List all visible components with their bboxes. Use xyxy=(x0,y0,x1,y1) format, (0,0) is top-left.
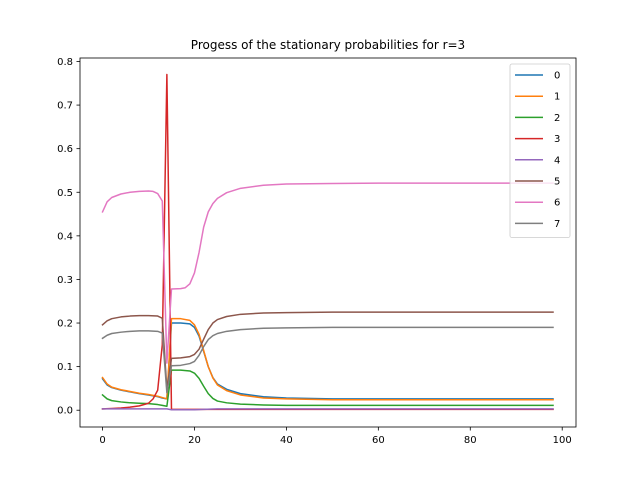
legend: 0 1 2 3 4 5 6 7 xyxy=(509,63,571,239)
y-tick-label: 0.6 xyxy=(57,144,73,155)
legend-label-0: 0 xyxy=(554,71,560,82)
y-tick-label: 0.3 xyxy=(57,275,73,286)
y-tick-label: 0.2 xyxy=(57,319,73,330)
series-line-1 xyxy=(101,317,554,401)
y-tick-label: 0.5 xyxy=(57,188,73,199)
x-tick-label: 60 xyxy=(372,435,385,446)
x-axis: 0 20 40 60 80 100 xyxy=(99,427,572,446)
legend-label-5: 5 xyxy=(554,177,560,188)
x-tick-label: 20 xyxy=(188,435,201,446)
legend-label-4: 4 xyxy=(554,155,560,166)
y-axis: 0.0 0.1 0.2 0.3 0.4 0.5 0.6 0.7 0.8 xyxy=(57,57,80,417)
y-tick-label: 0.1 xyxy=(57,362,73,373)
series-line-7 xyxy=(101,326,554,394)
y-tick-label: 0.4 xyxy=(57,231,73,242)
legend-label-3: 3 xyxy=(554,134,560,145)
y-tick-label: 0.7 xyxy=(57,101,73,112)
legend-label-6: 6 xyxy=(554,198,560,209)
x-tick-label: 40 xyxy=(280,435,293,446)
legend-label-7: 7 xyxy=(554,219,560,230)
series-line-4 xyxy=(101,408,554,411)
plot-frame xyxy=(79,57,577,428)
x-tick-label: 80 xyxy=(464,435,477,446)
legend-label-2: 2 xyxy=(554,113,560,124)
y-tick-label: 0.0 xyxy=(57,406,73,417)
chart-title: Progess of the stationary probabilities … xyxy=(191,38,465,52)
y-tick-label: 0.8 xyxy=(57,57,73,68)
x-tick-label: 0 xyxy=(99,435,105,446)
series-line-6 xyxy=(101,182,554,364)
legend-box xyxy=(509,63,571,239)
x-tick-label: 100 xyxy=(553,435,572,446)
legend-label-1: 1 xyxy=(554,92,560,103)
series-line-2 xyxy=(101,369,554,408)
series-line-5 xyxy=(101,311,554,391)
series-layer xyxy=(101,73,554,411)
